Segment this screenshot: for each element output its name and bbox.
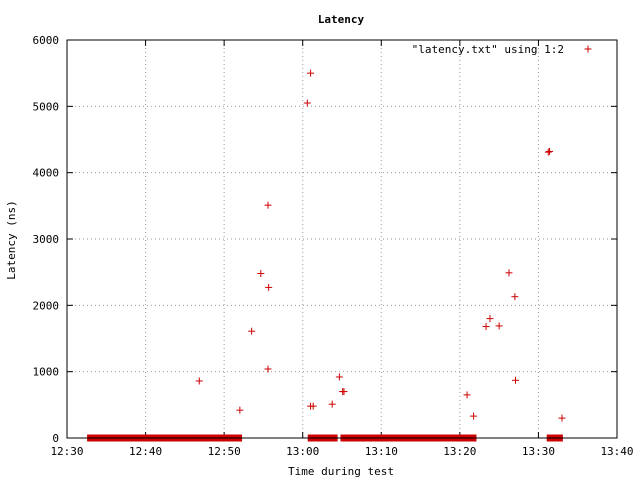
y-tick-label: 3000 bbox=[33, 233, 60, 246]
axis-ticks: 0 1000 2000 3000 4000 5000 6000 12:30 12:40 12:50… bbox=[33, 34, 634, 458]
data-point bbox=[264, 201, 272, 209]
y-tick-label: 1000 bbox=[33, 366, 60, 379]
data-point bbox=[505, 269, 513, 277]
x-axis-label: Time during test bbox=[288, 465, 394, 478]
data-point bbox=[236, 406, 244, 414]
legend-marker bbox=[584, 45, 592, 53]
data-point bbox=[470, 412, 478, 420]
y-tick-label: 6000 bbox=[33, 34, 60, 47]
x-tick-label: 12:50 bbox=[208, 445, 241, 458]
y-tick-label: 5000 bbox=[33, 100, 60, 113]
y-tick-label: 2000 bbox=[33, 299, 60, 312]
data-point bbox=[335, 373, 343, 381]
y-axis-label: Latency (ns) bbox=[5, 200, 18, 279]
data-point bbox=[307, 402, 315, 410]
data-point bbox=[303, 99, 311, 107]
x-tick-label: 13:00 bbox=[286, 445, 319, 458]
data-point bbox=[482, 323, 490, 331]
x-tick-label: 13:40 bbox=[600, 445, 633, 458]
data-point bbox=[558, 414, 566, 422]
data-point bbox=[195, 377, 203, 385]
x-tick-label: 13:10 bbox=[365, 445, 398, 458]
data-point bbox=[307, 69, 315, 77]
data-point bbox=[265, 283, 273, 291]
data-point bbox=[340, 388, 348, 396]
data-point bbox=[257, 269, 265, 277]
data-point bbox=[546, 147, 554, 155]
y-tick-label: 0 bbox=[52, 432, 59, 445]
data-point bbox=[511, 293, 519, 301]
legend-label: "latency.txt" using 1:2 bbox=[412, 43, 564, 56]
data-point bbox=[544, 148, 552, 156]
x-tick-label: 13:20 bbox=[443, 445, 476, 458]
y-tick-label: 4000 bbox=[33, 167, 60, 180]
data-point bbox=[248, 327, 256, 335]
x-tick-label: 12:40 bbox=[129, 445, 162, 458]
data-point bbox=[463, 391, 471, 399]
data-point bbox=[264, 365, 272, 373]
data-point bbox=[486, 315, 494, 323]
legend-marker-plus bbox=[584, 45, 592, 53]
plot-frame bbox=[66, 39, 618, 439]
chart-title: Latency bbox=[318, 13, 365, 26]
data-point bbox=[512, 376, 520, 384]
x-tick-label: 13:30 bbox=[522, 445, 555, 458]
data-point bbox=[328, 400, 336, 408]
data-point bbox=[495, 322, 503, 330]
x-tick-label: 12:30 bbox=[50, 445, 83, 458]
